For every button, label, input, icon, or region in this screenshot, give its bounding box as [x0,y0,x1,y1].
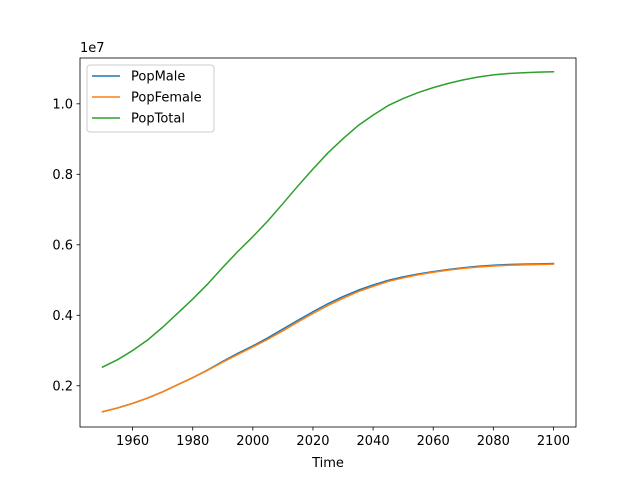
y-tick-label: 0.4 [52,309,73,324]
x-tick-label: 2080 [477,434,510,449]
y-tick-label: 0.6 [52,238,73,253]
x-tick-label: 2020 [296,434,329,449]
series-line-popfemale [101,263,555,413]
series-layer [101,70,555,413]
x-tick-label: 1960 [116,434,149,449]
x-tick-label: 2040 [357,434,390,449]
y-tick-label: 0.8 [52,168,73,183]
x-tick-label: 2100 [537,434,570,449]
x-tick-label: 2000 [236,434,269,449]
y-tick-label: 1.0 [52,97,73,112]
legend-label-popmale: PopMale [131,70,185,85]
series-line-poptotal [101,70,555,369]
legend: PopMale PopFemale PopTotal [86,64,215,133]
legend-label-poptotal: PopTotal [131,112,185,127]
y-tick-label: 0.2 [52,379,73,394]
plot-frame [79,57,577,428]
x-tick-label: 2060 [417,434,450,449]
x-tick-label: 1980 [176,434,209,449]
legend-label-popfemale: PopFemale [131,91,202,106]
y-offset-text: 1e7 [80,41,105,56]
x-axis-label: Time [311,456,344,471]
legend-box [86,64,215,133]
axes-layer: 1960 1980 2000 2020 2040 2060 2080 2100 0.2 0.4 0.… [52,41,577,471]
